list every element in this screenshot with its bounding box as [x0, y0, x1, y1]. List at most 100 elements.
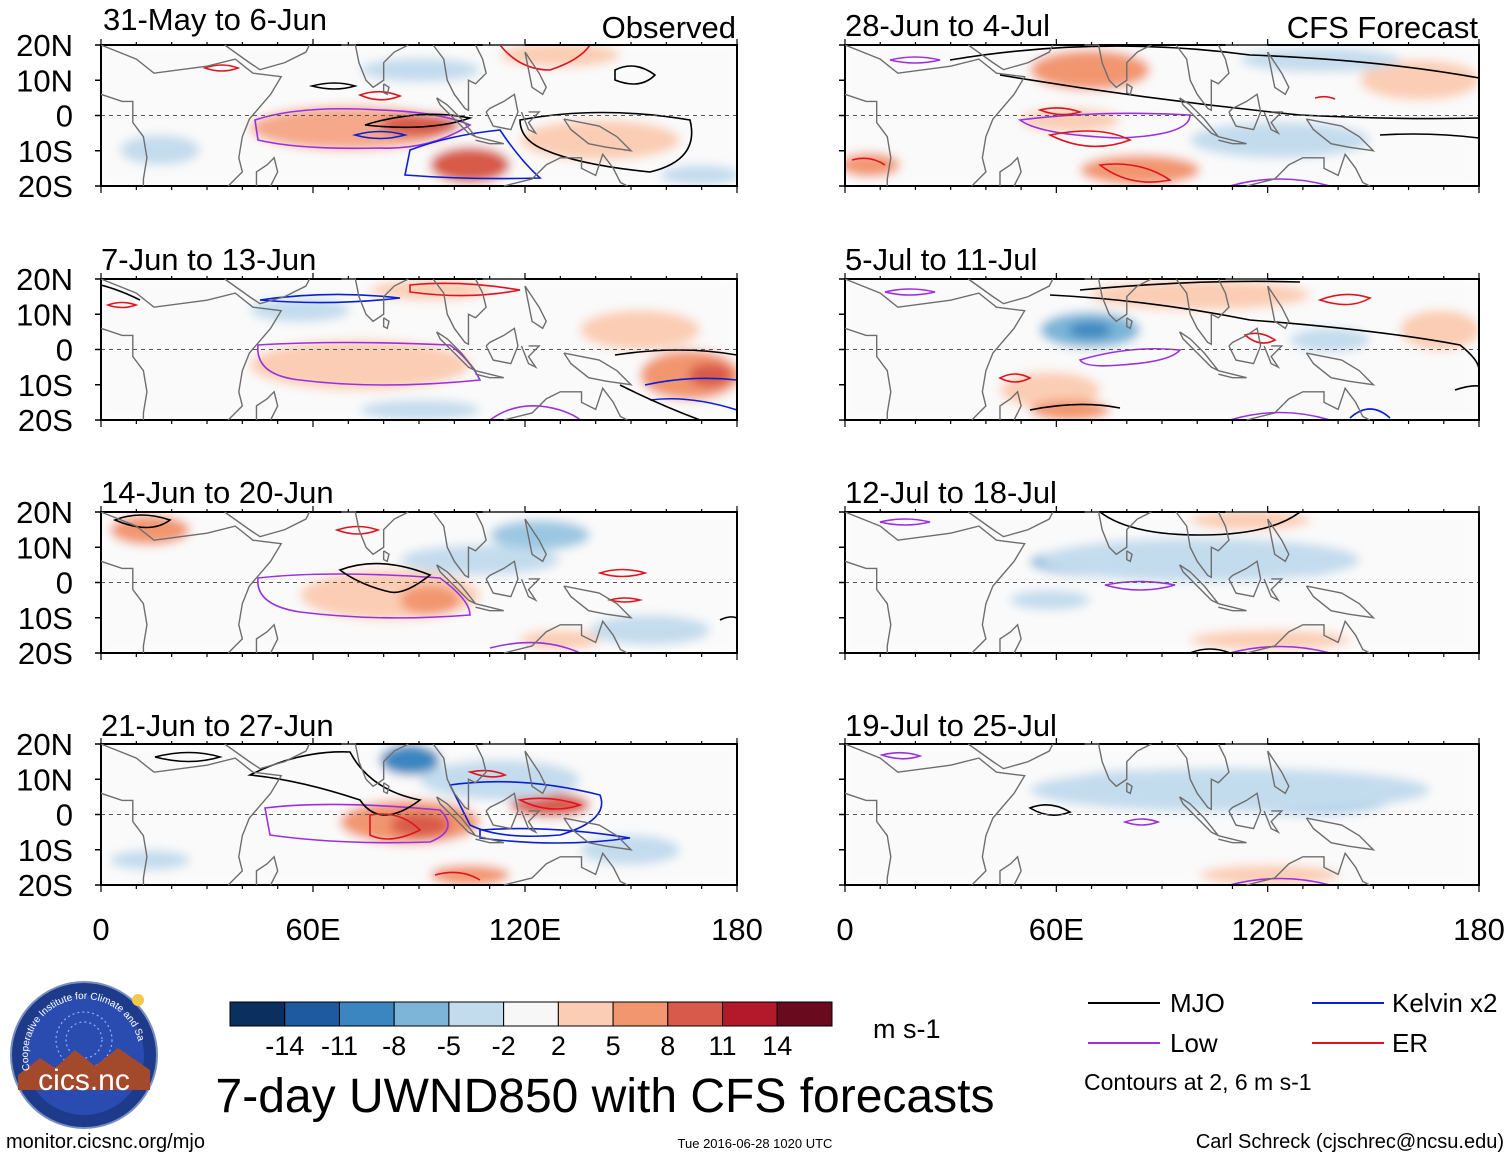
coastline — [100, 560, 148, 653]
lon-tick-label: 60E — [1029, 912, 1084, 947]
coastline — [255, 623, 279, 654]
colorbar-tick-label: 8 — [660, 1031, 675, 1061]
coastline — [341, 44, 409, 89]
coastline — [432, 511, 487, 579]
coastline — [1175, 44, 1230, 112]
coastline — [1084, 743, 1152, 788]
coastline — [224, 278, 311, 305]
wave-contours — [101, 282, 737, 420]
coastline — [224, 44, 311, 71]
coastline — [1246, 386, 1371, 421]
panel-title: 21-Jun to 27-Jun — [101, 708, 334, 743]
coastline-set — [100, 44, 633, 187]
coastline — [1175, 511, 1230, 579]
coastline — [844, 560, 892, 653]
coastline — [999, 156, 1022, 187]
coastline — [436, 97, 477, 138]
panel-4 — [844, 44, 1480, 187]
legend-label-mjo: MJO — [1170, 988, 1225, 1018]
observed-label: Observed — [602, 10, 736, 45]
coastline — [1228, 93, 1262, 131]
lat-tick-label: 10N — [16, 762, 73, 797]
coastline — [382, 782, 390, 795]
coastline — [255, 156, 279, 187]
colorbar-tick-label: 11 — [709, 1031, 737, 1061]
colorbar-tick-label: -14 — [265, 1031, 304, 1061]
coastline — [520, 345, 541, 369]
coastline — [563, 585, 633, 619]
panel-title: 31-May to 6-Jun — [103, 2, 327, 37]
lat-tick-label: 0 — [56, 566, 73, 601]
coastline — [563, 352, 633, 386]
coastline — [524, 285, 547, 330]
lat-tick-label: 20S — [18, 169, 73, 204]
panel-6 — [844, 511, 1480, 654]
colorbar-swatch — [448, 1001, 505, 1027]
legend-label-kelvin: Kelvin x2 — [1392, 988, 1498, 1018]
coastline — [1305, 585, 1376, 619]
lat-tick-label: 20N — [16, 495, 73, 530]
coastline — [844, 44, 1026, 187]
main-title: 7-day UWND850 with CFS forecasts — [216, 1070, 995, 1123]
coastline — [520, 810, 541, 834]
panel-3 — [100, 743, 738, 886]
coastline — [1263, 810, 1284, 834]
coastline — [224, 511, 311, 538]
coastline — [1266, 750, 1290, 795]
lat-tick-label: 20N — [16, 28, 73, 63]
coastline — [844, 743, 1026, 886]
lat-tick-label: 10N — [16, 63, 73, 98]
legend: MJO Kelvin x2 Low ER Contours at 2, 6 m … — [1084, 988, 1498, 1095]
panel-0 — [100, 44, 738, 187]
coastline — [1305, 118, 1376, 152]
coastline — [563, 118, 633, 152]
coastline — [382, 317, 390, 330]
lon-tick-label: 180 — [711, 912, 763, 947]
anomaly-shading — [101, 744, 737, 885]
coastline — [1084, 511, 1152, 556]
colorbar-tick-label: 2 — [551, 1031, 566, 1061]
coastline — [475, 834, 504, 844]
coastline — [485, 93, 519, 131]
footer-author: Carl Schreck (cjschrec@ncsu.edu) — [1196, 1131, 1504, 1153]
colorbar-swatch — [393, 1001, 450, 1027]
colorbar-tick-label: 14 — [762, 1031, 792, 1061]
colorbar-tick-label: -5 — [437, 1031, 461, 1061]
colorbar-swatch — [338, 1001, 395, 1027]
panel-1 — [100, 278, 738, 421]
coastline — [475, 369, 504, 379]
cfs-forecast-label: CFS Forecast — [1287, 10, 1479, 45]
coastline — [255, 855, 279, 886]
colorbar-units: m s-1 — [873, 1014, 941, 1044]
panel-title: 28-Jun to 4-Jul — [845, 8, 1050, 43]
coastline — [100, 743, 283, 886]
colorbar-tick-label: -2 — [492, 1031, 516, 1061]
lon-tick-label: 0 — [92, 912, 109, 947]
coastline — [1126, 83, 1133, 96]
coastline — [563, 817, 633, 851]
anomaly-shading — [845, 279, 1479, 420]
coastline — [436, 796, 477, 837]
coastline — [1246, 152, 1371, 187]
lat-tick-label: 20N — [16, 262, 73, 297]
coastline — [224, 743, 311, 770]
panel-title: 19-Jul to 25-Jul — [845, 708, 1057, 743]
lat-tick-label: 20S — [18, 868, 73, 903]
coastline — [341, 278, 409, 323]
wave-contours — [879, 512, 1331, 653]
coastline — [436, 331, 477, 372]
lat-tick-label: 20N — [16, 727, 73, 762]
coastline-set — [100, 511, 633, 654]
coastline — [844, 511, 1026, 654]
lat-tick-label: 20S — [18, 403, 73, 438]
coastline — [999, 623, 1022, 654]
coastline — [432, 743, 487, 811]
coastline — [1266, 285, 1290, 330]
colorbar-swatch — [667, 1001, 724, 1027]
coastline — [1266, 518, 1290, 563]
coastline — [100, 792, 148, 885]
panel-title: 12-Jul to 18-Jul — [845, 475, 1057, 510]
lat-tick-label: 10S — [18, 134, 73, 169]
lon-tick-label: 120E — [1231, 912, 1303, 947]
coastline — [1305, 352, 1376, 386]
